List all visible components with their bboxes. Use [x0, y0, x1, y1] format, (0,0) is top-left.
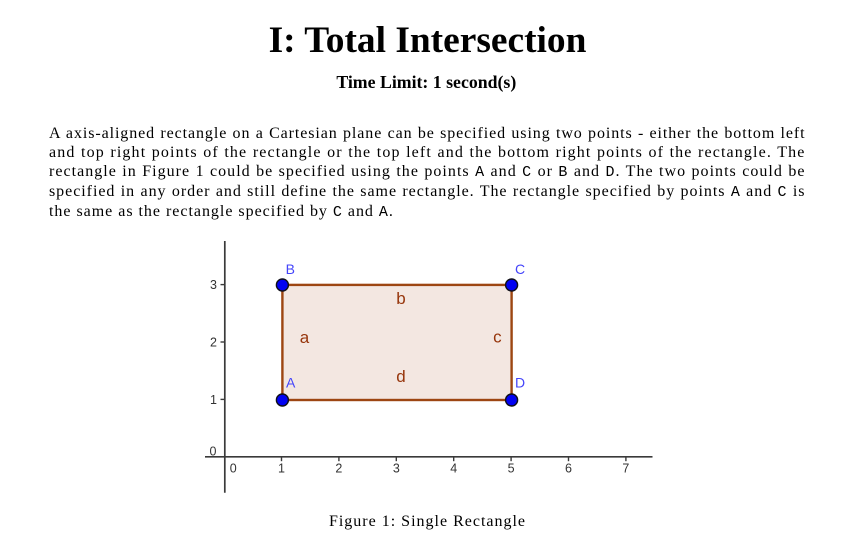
svg-text:C: C: [515, 261, 525, 277]
svg-text:4: 4: [450, 462, 457, 476]
svg-text:2: 2: [335, 462, 342, 476]
svg-text:3: 3: [210, 278, 217, 292]
svg-text:a: a: [300, 328, 310, 347]
svg-text:7: 7: [622, 462, 629, 476]
svg-text:A: A: [286, 375, 296, 391]
svg-text:6: 6: [565, 462, 572, 476]
svg-text:b: b: [396, 289, 405, 308]
svg-text:c: c: [493, 328, 502, 347]
svg-text:1: 1: [278, 462, 285, 476]
svg-text:0: 0: [210, 445, 217, 459]
svg-text:2: 2: [210, 335, 217, 349]
svg-text:5: 5: [508, 462, 515, 476]
svg-text:D: D: [515, 375, 525, 391]
svg-text:3: 3: [393, 462, 400, 476]
svg-text:B: B: [286, 261, 295, 277]
svg-text:d: d: [396, 367, 405, 386]
svg-text:1: 1: [210, 393, 217, 407]
svg-text:0: 0: [230, 462, 237, 476]
